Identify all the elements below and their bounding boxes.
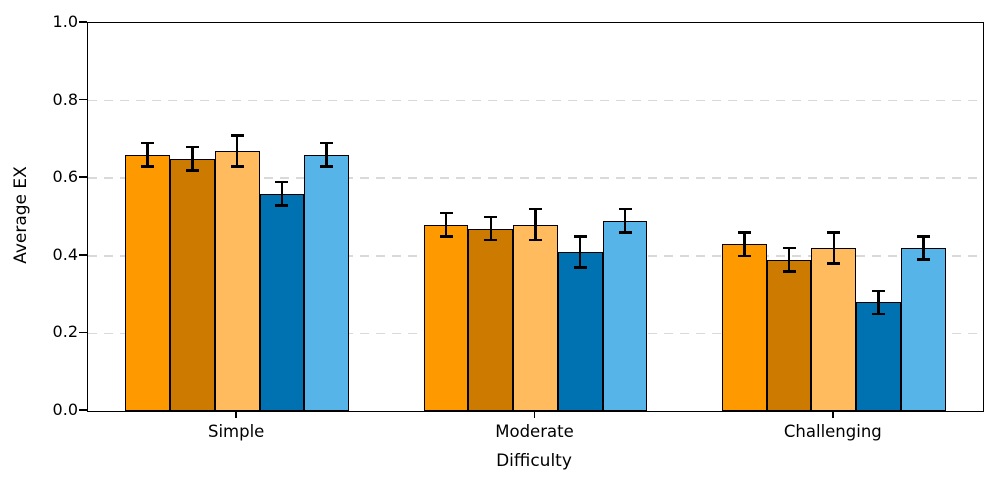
error-bar-cap (782, 270, 796, 273)
error-bar (325, 143, 328, 167)
bar-blue-challenging (856, 302, 901, 411)
x-tick-label: Moderate (495, 422, 574, 441)
y-gridline (88, 99, 983, 102)
y-tick-mark (79, 331, 87, 334)
error-bar (623, 209, 627, 233)
error-bar-cap (275, 180, 289, 184)
bar-light-blue-simple (304, 154, 350, 411)
error-bar (832, 232, 836, 264)
error-bar-cap (827, 262, 841, 265)
error-bar-cap (484, 215, 498, 219)
error-bar-cap (230, 134, 244, 137)
error-bar-cap (320, 165, 334, 168)
error-bar-cap (529, 239, 542, 242)
error-bar-cap (230, 165, 244, 168)
y-tick-mark (79, 409, 87, 411)
error-bar-cap (439, 235, 453, 238)
error-bar-cap (916, 258, 930, 261)
error-bar-cap (573, 235, 587, 238)
error-bar (877, 290, 880, 314)
error-bar-cap (185, 145, 199, 149)
error-bar-cap (782, 246, 796, 250)
error-bar-cap (439, 211, 453, 215)
error-bar-cap (916, 235, 930, 238)
error-bar (743, 232, 746, 256)
y-gridline (88, 177, 983, 179)
x-axis-label: Difficulty (496, 451, 572, 471)
bar-orange-moderate (423, 224, 469, 411)
x-tick-label: Challenging (783, 422, 882, 441)
error-bar-cap (872, 312, 886, 316)
error-bar-cap (529, 208, 542, 211)
y-tick-label: 0.6 (52, 167, 78, 187)
error-bar-cap (185, 169, 199, 172)
error-bar-cap (275, 204, 289, 207)
error-bar-cap (484, 239, 498, 242)
error-bar-cap (320, 142, 334, 145)
error-bar (146, 143, 149, 167)
error-bar (235, 135, 239, 167)
x-tick-label: Simple (207, 422, 265, 441)
error-bar (191, 147, 194, 171)
error-bar-cap (737, 231, 751, 234)
y-tick-label: 0.0 (52, 400, 78, 419)
error-bar (444, 213, 448, 237)
error-bar-cap (141, 142, 155, 145)
error-bar (280, 182, 284, 206)
error-bar-cap (618, 231, 632, 234)
bar-blue-moderate (557, 251, 603, 411)
error-bar-cap (737, 254, 751, 257)
bar-dark-orange-challenging (766, 259, 812, 411)
bar-light-blue-moderate (602, 220, 648, 411)
bar-blue-simple (259, 193, 305, 411)
y-tick-mark (79, 98, 87, 101)
y-tick-label: 0.8 (52, 89, 78, 109)
y-tick-mark (79, 253, 87, 256)
error-bar-cap (618, 208, 632, 211)
y-tick-label: 0.2 (52, 322, 78, 342)
y-tick-mark (79, 176, 87, 179)
error-bar (579, 236, 582, 268)
y-tick-label: 1.0 (52, 12, 78, 31)
error-bar-cap (872, 289, 886, 292)
x-tick-mark (235, 412, 238, 418)
error-bar-cap (573, 266, 587, 269)
y-axis-label: Average EX (11, 166, 31, 264)
bar-light-orange-moderate (513, 224, 558, 411)
bar-light-orange-simple (214, 151, 260, 411)
error-bar-cap (827, 231, 841, 234)
bar-light-blue-challenging (900, 248, 946, 411)
plot-area (87, 22, 984, 412)
error-bar (534, 209, 537, 241)
x-tick-mark (831, 412, 834, 418)
error-bar (489, 217, 492, 241)
bar-orange-simple (125, 154, 171, 411)
bar-dark-orange-simple (170, 158, 215, 411)
y-tick-label: 0.4 (52, 244, 78, 264)
error-bar (922, 236, 925, 260)
x-tick-mark (533, 412, 536, 418)
bar-orange-challenging (721, 244, 767, 411)
y-tick-mark (79, 21, 87, 23)
error-bar (787, 248, 791, 272)
error-bar-cap (141, 165, 155, 168)
bar-light-orange-challenging (811, 248, 857, 411)
bar-dark-orange-moderate (468, 228, 514, 411)
